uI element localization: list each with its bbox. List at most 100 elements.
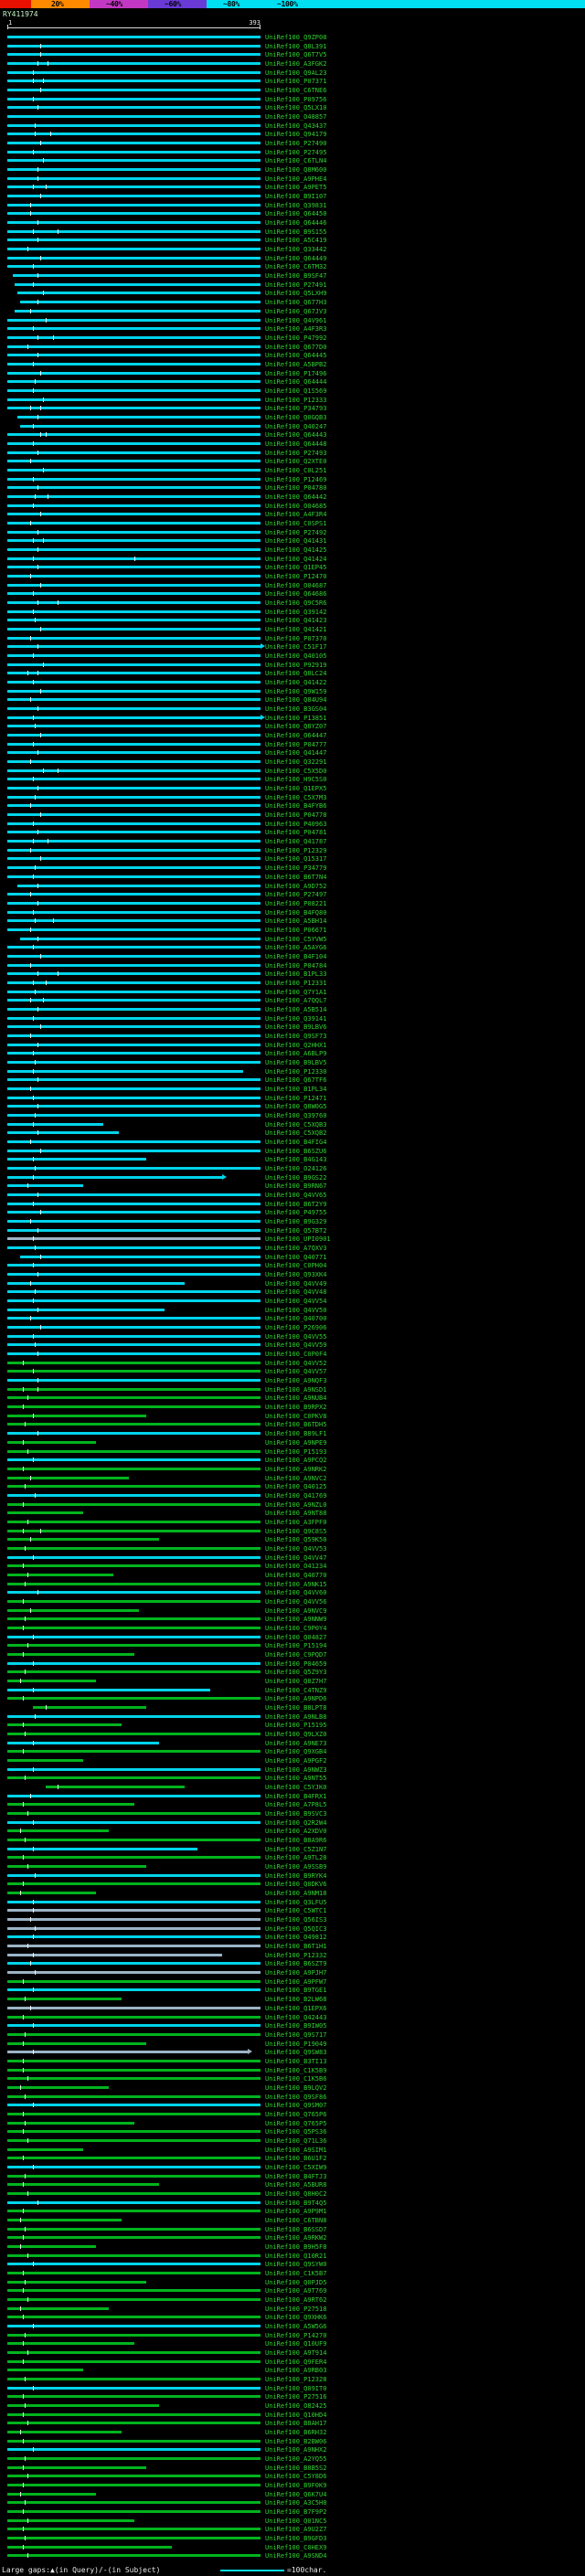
gap-marker-icon [37, 450, 39, 455]
alignment-bar [7, 734, 261, 737]
subject-id-label: UniRef100_B9SVC3 [265, 1810, 327, 1818]
scale-segment [0, 0, 31, 8]
subject-id-label: UniRef100_Q1EPX5 [265, 785, 327, 793]
alignment-row: UniRef100_Q10R21 [0, 2252, 585, 2261]
alignment-row: UniRef100_Q0DKV6 [0, 1880, 585, 1889]
subject-id-label: UniRef100_Q4VV59 [265, 1341, 327, 1350]
gap-marker-icon [32, 821, 34, 826]
alignment-bar [7, 1052, 261, 1055]
subject-id-label: UniRef100_C5Z1N7 [265, 1845, 327, 1853]
gap-marker-icon [37, 786, 39, 791]
gap-marker-icon [32, 1174, 34, 1180]
gap-marker-icon [32, 361, 34, 366]
alignment-bar [7, 1202, 261, 1205]
alignment-bar [7, 1900, 261, 1903]
alignment-bar [7, 901, 261, 905]
alignment-row: UniRef100_Q40125 [0, 1482, 585, 1491]
subject-id-label: UniRef100_P07370 [265, 634, 327, 642]
gap-marker-icon [27, 344, 29, 349]
alignment-row: UniRef100_Q4VV49 [0, 1279, 585, 1288]
alignment-bar [7, 1476, 129, 1479]
alignment-bar [7, 1007, 261, 1011]
alignment-row: UniRef100_A9T769 [0, 2286, 585, 2295]
alignment-row: UniRef100_A9PFW7 [0, 1977, 585, 1987]
alignment-row: UniRef100_A9D752 [0, 882, 585, 891]
subject-id-label: UniRef100_Q4VV65 [265, 1192, 327, 1200]
subject-id-label: UniRef100_A9PCQ2 [265, 1457, 327, 1465]
ruler-tick-end [260, 25, 261, 29]
subject-id-label: UniRef100_A5BH14 [265, 917, 327, 926]
gap-marker-icon [25, 1838, 27, 1843]
subject-id-label: UniRef100_P27493 [265, 449, 327, 457]
alignment-row: UniRef100_P40963 [0, 820, 585, 829]
subject-id-label: UniRef100_Q1S569 [265, 387, 327, 395]
alignment-bar [7, 813, 261, 817]
alignment-row: UniRef100_P04778 [0, 811, 585, 820]
alignment-bar [7, 1988, 261, 1992]
alignment-bar [7, 769, 261, 772]
alignment-row: UniRef100_B9F0K9 [0, 2481, 585, 2490]
alignment-row: UniRef100_A4F3R4 [0, 510, 585, 519]
subject-id-label: UniRef100_Q9SF86 [265, 2093, 327, 2101]
alignment-row: UniRef100_B9G329 [0, 1217, 585, 1226]
subject-id-label: UniRef100_P04778 [265, 811, 327, 820]
alignment-row: UniRef100_Q41425 [0, 546, 585, 555]
subject-id-label: UniRef100_B9F0K9 [265, 2482, 327, 2490]
alignment-bar [7, 2528, 261, 2531]
alignment-row: UniRef100_Q4VV57 [0, 1367, 585, 1376]
subject-id-label: UniRef100_Q765P6 [265, 2110, 327, 2118]
gap-marker-icon [27, 2474, 29, 2479]
gap-marker-icon [32, 2385, 34, 2390]
gap-marker-icon [22, 1360, 24, 1365]
subject-id-label: UniRef100_Q64443 [265, 431, 327, 440]
gap-marker-icon [32, 1333, 34, 1339]
gap-marker-icon [27, 2553, 29, 2559]
alignment-bar [7, 1935, 261, 1939]
subject-id-label: UniRef100_A9NPE9 [265, 1438, 327, 1447]
subject-id-label: UniRef100_P08221 [265, 899, 327, 907]
alignment-bar [7, 2422, 261, 2425]
alignment-bar [7, 1440, 96, 1444]
subject-id-label: UniRef100_A7QXV3 [265, 1245, 327, 1253]
subject-id-label: UniRef100_Q0GQB3 [265, 413, 327, 421]
alignment-bar [7, 1892, 96, 1895]
subject-id-label: UniRef100_Q4VV60 [265, 1589, 327, 1597]
alignment-row: UniRef100_A9NPE9 [0, 1438, 585, 1447]
alignment-bar [7, 2554, 261, 2558]
alignment-row: UniRef100_Q9XGB4 [0, 1747, 585, 1756]
subject-id-label: UniRef100_C0SPS1 [265, 519, 327, 527]
subject-id-label: UniRef100_O82425 [265, 2402, 327, 2411]
alignment-row: UniRef100_A9NWZ3 [0, 1765, 585, 1775]
subject-id-label: UniRef100_A7P8L5 [265, 1801, 327, 1809]
alignment-bar [7, 1803, 134, 1807]
alignment-row: UniRef100_Q09IT0 [0, 2384, 585, 2393]
gap-marker-icon [37, 883, 39, 888]
alignment-bar [7, 1193, 261, 1197]
alignment-bar [17, 884, 261, 887]
gap-marker-icon [32, 2103, 34, 2108]
subject-id-label: UniRef100_O48857 [265, 113, 327, 122]
subject-id-label: UniRef100_Q9C5R6 [265, 599, 327, 607]
subject-id-label: UniRef100_P12329 [265, 846, 327, 854]
alignment-row: UniRef100_Q64448 [0, 440, 585, 449]
subject-id-label: UniRef100_P12333 [265, 396, 327, 404]
subject-id-label: UniRef100_A3FPF0 [265, 1518, 327, 1526]
subject-id-label: UniRef100_Q6T7V5 [265, 51, 327, 59]
gap-marker-icon [29, 1793, 31, 1798]
gap-marker-icon [22, 2288, 24, 2294]
alignment-row: UniRef100_B89LF1 [0, 1429, 585, 1438]
alignment-row: UniRef100_Q41431 [0, 536, 585, 546]
gap-marker-icon [22, 1564, 24, 1569]
alignment-row: UniRef100_Q9LXZ0 [0, 1730, 585, 1739]
alignment-bar [7, 583, 261, 587]
alignment-row: UniRef100_Q4VV56 [0, 1597, 585, 1606]
subject-id-label: UniRef100_Q5Z9Y3 [265, 1669, 327, 1677]
subject-id-label: UniRef100_Q4VV54 [265, 1298, 327, 1306]
alignment-row: UniRef100_A5BUR8 [0, 2180, 585, 2189]
alignment-bar [7, 1379, 261, 1383]
subject-id-label: UniRef100_B2BW06 [265, 2437, 327, 2445]
gap-marker-icon [19, 2084, 21, 2090]
gap-marker-icon [42, 998, 44, 1003]
alignment-bar [7, 848, 261, 852]
alignment-row: UniRef100_Q2R2W4 [0, 1818, 585, 1828]
